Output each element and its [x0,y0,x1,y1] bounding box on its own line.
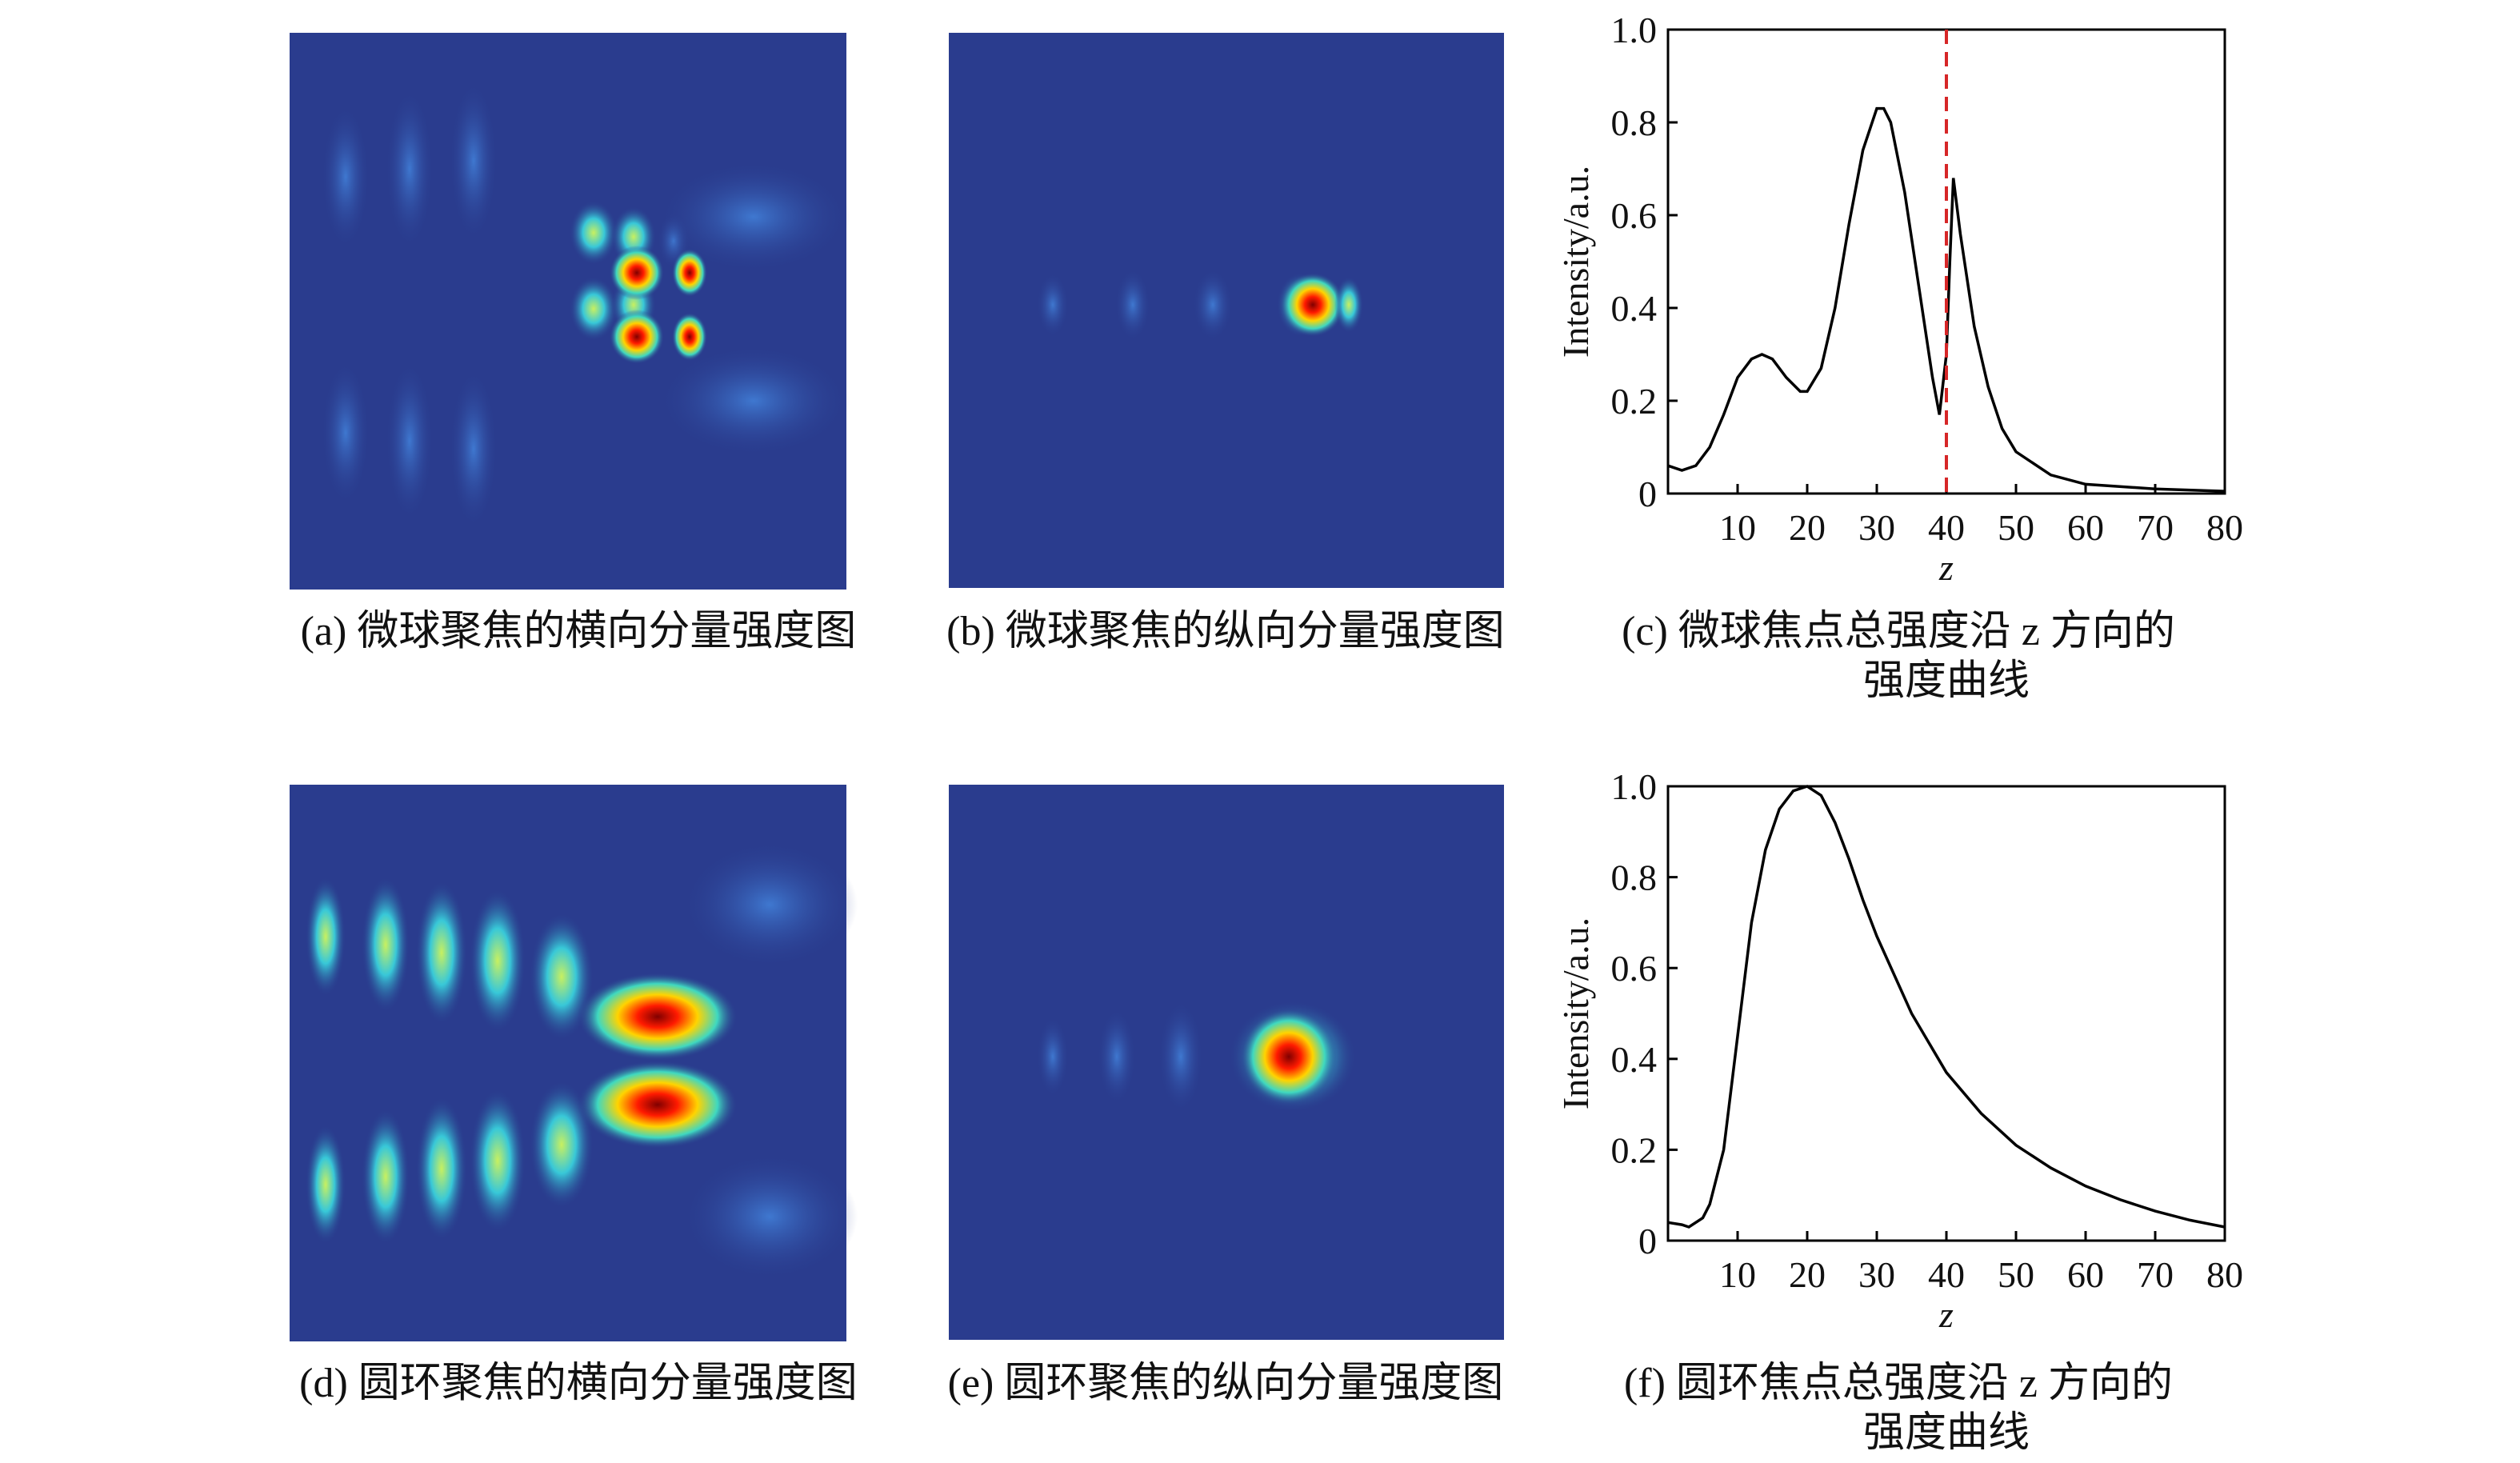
x-tick-label: 20 [1789,507,1826,548]
y-axis-label: Intensity/a.u. [1555,917,1596,1109]
x-tick-label: 60 [2067,507,2104,548]
heatmap-spot [530,1081,594,1209]
heatmap-spot [306,877,346,997]
x-axis-label: z [1938,547,1954,588]
heatmap-spot [610,246,664,300]
heatmap-spot [386,89,434,249]
heatmap-spot [322,361,370,505]
heatmap-spot [1037,1017,1069,1097]
caption: 强度曲线 [1863,1410,2030,1456]
caption: (c) 微球焦点总强度沿 z 方向的 [1622,609,2175,654]
y-tick-label: 0.8 [1611,102,1658,143]
x-tick-label: 80 [2206,1254,2243,1295]
y-tick-label: 1.0 [1611,766,1658,807]
heatmap-spot [682,1153,858,1281]
heatmap-spot [530,913,594,1041]
x-tick-label: 30 [1858,507,1895,548]
heatmap-spot [470,1089,526,1233]
x-tick-label: 40 [1928,507,1965,548]
heatmap-background [290,33,846,590]
x-tick-label: 80 [2206,507,2243,548]
heatmap-spot [450,369,498,529]
caption: 强度曲线 [1863,658,2030,704]
heatmap-spot [416,1097,467,1241]
y-tick-label: 0 [1638,474,1657,514]
heatmap-spot [682,841,858,969]
line-series [1667,106,2226,493]
heatmap-spot [470,889,526,1033]
x-tick-label: 60 [2067,1254,2104,1295]
x-tick-label: 50 [1998,1254,2034,1295]
heatmap-background [949,785,1504,1340]
x-tick-label: 70 [2137,1254,2174,1295]
heatmap-spot [362,877,410,1013]
heatmap-spot [1281,273,1345,337]
heatmap-spot [672,313,707,361]
heatmap-spot [450,81,498,241]
plot-frame [1666,785,2226,1242]
x-tick-label: 10 [1719,507,1756,548]
caption: (f) 圆环焦点总强度沿 z 方向的 [1624,1361,2173,1406]
y-axis-label: Intensity/a.u. [1555,166,1596,358]
caption: (b) 微球聚焦的纵向分量强度图 [946,609,1505,654]
x-tick-label: 70 [2137,507,2174,548]
heatmap-spot [416,881,467,1025]
x-tick-label: 10 [1719,1254,1756,1295]
caption: (a) 微球聚焦的横向分量强度图 [301,609,857,654]
heatmap-spot [1037,273,1069,337]
heatmap-spot [306,1125,346,1245]
heatmap-spot [658,161,850,273]
heatmap-spot [570,277,618,341]
heatmap-spot [362,1109,410,1245]
x-axis-label: z [1938,1294,1954,1335]
heatmap-spot [1334,277,1363,333]
x-tick-label: 50 [1998,507,2034,548]
caption: (e) 圆环聚焦的纵向分量强度图 [948,1361,1504,1406]
y-tick-label: 1.0 [1611,10,1658,50]
heatmap-spot [1158,1001,1203,1113]
y-tick-label: 0.6 [1611,195,1658,236]
heatmap-spot [1193,269,1233,341]
y-tick-label: 0.8 [1611,857,1658,898]
caption: (d) 圆环聚焦的横向分量强度图 [299,1361,858,1406]
line-series [1667,785,2226,1229]
heatmap-spot [610,310,664,364]
y-tick-label: 0 [1638,1221,1657,1261]
heatmap-spot [386,361,434,521]
heatmap-spot [1098,1009,1136,1105]
heatmap-spot [658,345,850,457]
x-tick-label: 40 [1928,1254,1965,1295]
y-tick-label: 0.2 [1611,1129,1658,1170]
heatmap-spot [570,201,618,265]
heatmap-spot [1115,269,1150,341]
y-tick-label: 0.4 [1611,288,1658,329]
x-tick-label: 30 [1858,1254,1895,1295]
x-tick-label: 20 [1789,1254,1826,1295]
y-tick-label: 0.2 [1611,381,1658,422]
heatmap-spot [578,1061,738,1149]
heatmap-spot [578,973,738,1061]
heatmap-spot [322,105,370,249]
heatmap-spot [1241,1009,1337,1105]
y-tick-label: 0.6 [1611,948,1658,989]
y-tick-label: 0.4 [1611,1039,1658,1080]
